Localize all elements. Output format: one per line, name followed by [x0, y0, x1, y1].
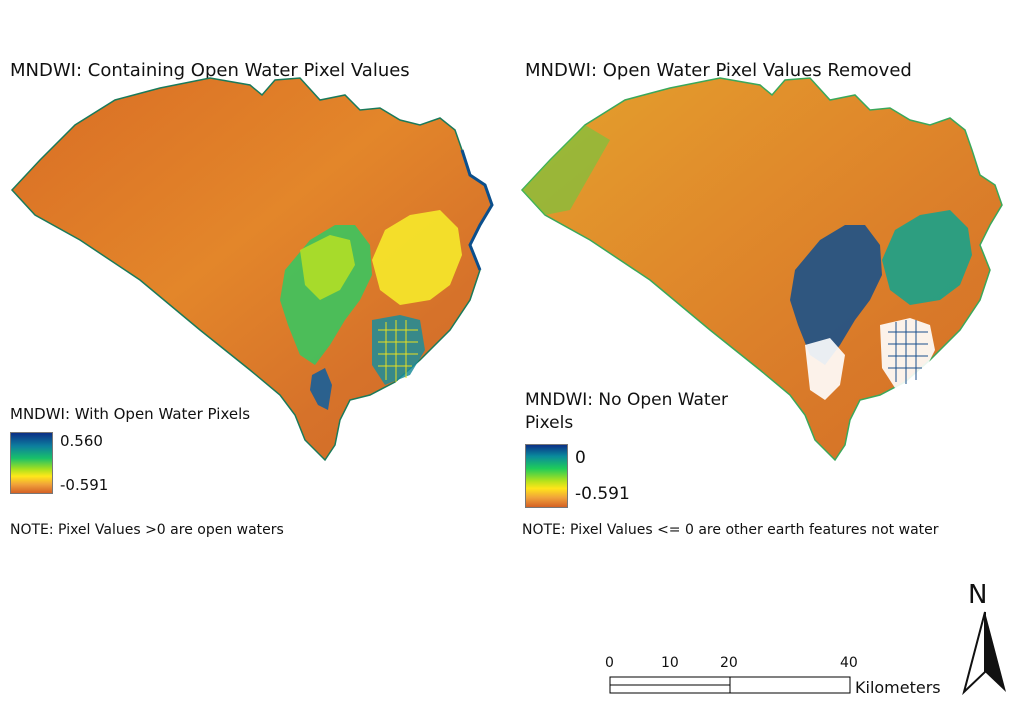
right-legend-title-line1: MNDWI: No Open Water — [525, 390, 729, 410]
right-map-dark-wetland — [790, 225, 882, 365]
scale-tick-20: 20 — [720, 655, 738, 671]
scale-tick-10: 10 — [661, 655, 679, 671]
scale-unit-label: Kilometers — [855, 678, 941, 697]
right-map-title: MNDWI: Open Water Pixel Values Removed — [525, 60, 912, 81]
left-map — [10, 77, 494, 462]
right-legend-color-ramp — [525, 444, 568, 508]
north-arrow-icon — [962, 611, 1006, 696]
right-legend-max-label: 0 — [575, 448, 586, 468]
scale-tick-0: 0 — [605, 655, 614, 671]
north-label: N — [968, 580, 988, 610]
right-map — [520, 77, 1003, 462]
right-legend-title-line2: Pixels — [525, 413, 574, 433]
left-note: NOTE: Pixel Values >0 are open waters — [10, 522, 284, 538]
left-map-title: MNDWI: Containing Open Water Pixel Value… — [10, 60, 410, 81]
left-map-coast-water — [460, 149, 494, 271]
left-map-yellowgreen-wetland — [300, 235, 355, 300]
right-map-removed-water — [805, 318, 935, 400]
right-legend-min-label: -0.591 — [575, 484, 630, 504]
right-map-green-edges — [522, 125, 610, 215]
scale-bar-segment-20-40 — [729, 676, 851, 694]
scale-tick-40: 40 — [840, 655, 858, 671]
right-map-salt-pan-grid — [888, 320, 928, 384]
right-map-teal-marsh — [882, 210, 972, 305]
left-legend-title: MNDWI: With Open Water Pixels — [10, 405, 251, 423]
left-legend-max-label: 0.560 — [60, 432, 103, 450]
left-map-salt-pan-grid — [378, 320, 418, 382]
left-legend-min-label: -0.591 — [60, 476, 109, 494]
left-map-yellow-marsh — [372, 210, 462, 305]
left-legend-color-ramp — [10, 432, 53, 494]
left-map-water-channels — [310, 368, 332, 410]
scale-bar — [609, 676, 851, 694]
right-note: NOTE: Pixel Values <= 0 are other earth … — [522, 522, 939, 538]
left-map-salt-pans — [372, 315, 425, 385]
